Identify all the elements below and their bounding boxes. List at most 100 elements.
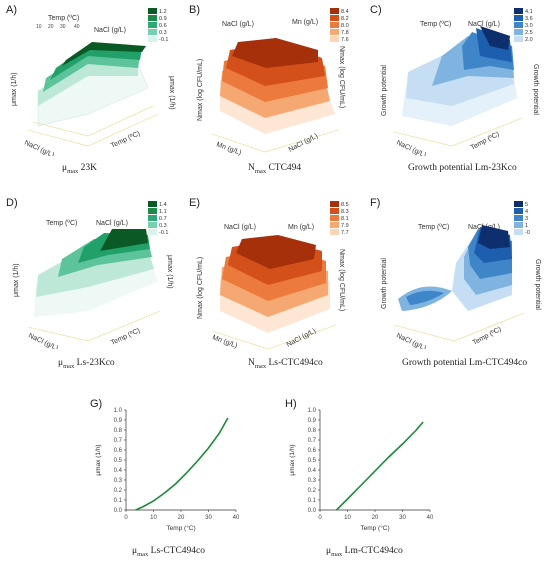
legend-swatch bbox=[514, 201, 523, 207]
legend-swatch bbox=[148, 36, 157, 42]
x-tick-label: 40 bbox=[233, 515, 240, 521]
legend-swatch bbox=[330, 229, 339, 235]
y-tick-label: 0.6 bbox=[308, 448, 317, 454]
x-tick-label: 0 bbox=[124, 515, 128, 521]
caption-g: μmax Ls-CTC494co bbox=[132, 546, 206, 558]
surface-band-2 bbox=[43, 51, 140, 92]
legend-swatch bbox=[514, 208, 523, 214]
caption-b: Nmax CTC494 bbox=[248, 163, 302, 175]
y-tick-label: 0.9 bbox=[114, 418, 123, 424]
surface-plot-d: Temp (ºC) NaCl (g/L) μmax (1/h) μmax (1/… bbox=[13, 201, 173, 349]
bottom-axis-label-temp: Temp (ºC) bbox=[470, 131, 501, 152]
legend: 1.2 0.9 0.6 0.3 -0.1 bbox=[148, 8, 168, 43]
surface-band-1 bbox=[50, 44, 142, 80]
legend-swatch bbox=[330, 208, 339, 214]
y-tick-label: 0.0 bbox=[114, 508, 123, 514]
top-axis-label-nacl: NaCl (g/L) bbox=[222, 21, 254, 28]
legend-label: 7.8 bbox=[341, 30, 349, 36]
floor-grid bbox=[32, 105, 154, 137]
y-tick-label: 0.3 bbox=[308, 478, 317, 484]
x-axis-title: Temp (°C) bbox=[360, 524, 389, 532]
legend-swatch bbox=[330, 8, 339, 14]
legend-swatch bbox=[330, 22, 339, 28]
y-tick-label: 0.5 bbox=[114, 458, 123, 464]
surface-band-3 bbox=[38, 61, 138, 106]
y-tick-label: 1.0 bbox=[308, 408, 317, 414]
x-tick-label: 30 bbox=[399, 515, 406, 521]
top-axis-label-temp: Temp (ºC) bbox=[418, 224, 449, 231]
line-chart-g: 0.0 0.1 0.2 0.3 0.4 0.5 0.6 0.7 0.8 0.9 1.0 0 10 20 30… bbox=[95, 408, 240, 532]
x-tick-label: 10 bbox=[344, 515, 351, 521]
surface-band-top bbox=[236, 235, 316, 269]
legend-label: 7.7 bbox=[341, 230, 349, 236]
bottom-axis-label-nacl: NaCl (g/L) bbox=[286, 328, 317, 349]
floor-grid bbox=[211, 324, 337, 349]
bottom-axis-label-nacl: NaCl (g/L) bbox=[395, 139, 427, 156]
caption-h: μmax Lm-CTC494co bbox=[326, 546, 403, 558]
z-axis-label-right: μmax (1/h) bbox=[168, 76, 175, 110]
legend-label: 0.3 bbox=[159, 30, 167, 36]
legend-label: 4 bbox=[525, 209, 528, 215]
tick: 20 bbox=[48, 24, 54, 30]
surface-plot-a: Temp (ºC) NaCl (g/L) 10 20 30 40 μmax (1… bbox=[11, 8, 175, 156]
legend-swatch bbox=[148, 222, 157, 228]
y-tick-label: 0.5 bbox=[308, 458, 317, 464]
legend-label: 1.1 bbox=[159, 209, 167, 215]
surface-plot-f: Temp (ºC) NaCl (g/L) Growth potential Gr… bbox=[381, 201, 541, 349]
z-axis-label-left: Nmax (log CFU/mL) bbox=[197, 257, 204, 319]
legend-label: 2.5 bbox=[525, 30, 533, 36]
y-tick-label: 0.9 bbox=[308, 418, 317, 424]
surface-left-wing-inner bbox=[406, 290, 444, 305]
y-tick-label: 0.3 bbox=[114, 478, 123, 484]
caption-e: Nmax Ls-CTC494co bbox=[248, 358, 323, 370]
legend-swatch bbox=[330, 201, 339, 207]
bottom-axis-label-nacl: NaCl (g/L) bbox=[23, 139, 55, 156]
legend-swatch bbox=[514, 36, 523, 42]
bottom-axis-label-nacl: NaCl (g/L) bbox=[27, 332, 59, 349]
legend-swatch bbox=[330, 222, 339, 228]
legend-swatch bbox=[514, 22, 523, 28]
top-axis-label-nacl: NaCl (g/L) bbox=[224, 224, 256, 231]
legend-swatch bbox=[148, 15, 157, 21]
surface-plot-c: Temp (ºC) NaCl (g/L) Growth potential Gr… bbox=[381, 8, 539, 156]
z-axis-label-left: Nmax (log CFU/mL) bbox=[197, 59, 204, 121]
bottom-axis-label-mn: Mn (g/L) bbox=[211, 334, 238, 349]
y-tick-label: 0.4 bbox=[308, 468, 317, 474]
surface-band-top bbox=[232, 38, 318, 68]
legend-swatch bbox=[330, 215, 339, 221]
legend-label: 3 bbox=[525, 216, 528, 222]
top-axis-label-temp: Temp (ºC) bbox=[48, 15, 79, 22]
legend-swatch bbox=[514, 229, 523, 235]
legend-swatch bbox=[514, 15, 523, 21]
legend-label: 8.2 bbox=[341, 16, 349, 22]
top-axis-label-temp: Temp (ºC) bbox=[420, 21, 451, 28]
legend-label: 4.1 bbox=[525, 9, 533, 15]
legend-label: 8.1 bbox=[341, 216, 349, 222]
y-axis-title: μmax (1/h) bbox=[289, 444, 296, 475]
legend-label: -0 bbox=[525, 230, 530, 236]
z-axis-label-right: Nmax (log CFU/mL) bbox=[338, 249, 345, 311]
series-line bbox=[135, 417, 229, 511]
z-axis-label-left: μmax (1/h) bbox=[11, 72, 18, 106]
z-axis-label-right: Nmax (log CFU/mL) bbox=[338, 46, 345, 108]
legend-swatch bbox=[148, 229, 157, 235]
surface-band-top bbox=[62, 42, 146, 66]
surface-band-top bbox=[478, 225, 510, 249]
bottom-axis-label-mn: Mn (g/L) bbox=[215, 141, 242, 156]
x-tick-label: 20 bbox=[178, 515, 185, 521]
legend-label: 8.5 bbox=[341, 202, 349, 208]
floor-grid bbox=[393, 117, 523, 147]
line-chart-h: 0.0 0.1 0.2 0.3 0.4 0.5 0.6 0.7 0.8 0.9 1.0 0 10 20 30… bbox=[289, 408, 434, 532]
legend-swatch bbox=[330, 15, 339, 21]
y-tick-label: 0.7 bbox=[114, 438, 123, 444]
floor-grid bbox=[27, 113, 159, 147]
legend-swatch bbox=[330, 36, 339, 42]
bottom-axis-label-temp: Temp (ºC) bbox=[472, 326, 503, 347]
legend-label: 0.7 bbox=[159, 216, 167, 222]
legend-label: 0.3 bbox=[159, 223, 167, 229]
y-tick-label: 0.0 bbox=[308, 508, 317, 514]
legend-label: 7.6 bbox=[341, 37, 349, 43]
panel-h-label: H) bbox=[285, 398, 297, 410]
legend-label: 0.9 bbox=[159, 16, 167, 22]
y-tick-label: 0.1 bbox=[114, 498, 123, 504]
